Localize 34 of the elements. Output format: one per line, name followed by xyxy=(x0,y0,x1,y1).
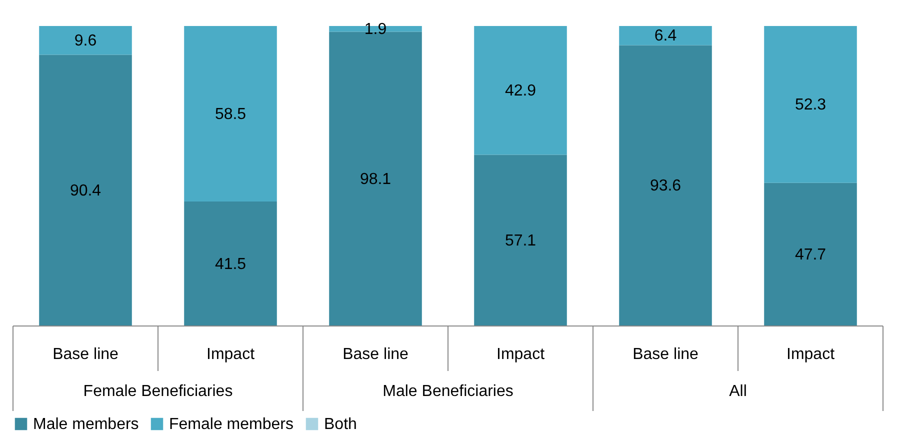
data-label: 52.3 xyxy=(794,96,826,114)
data-label: 1.9 xyxy=(364,20,387,38)
data-label: 93.6 xyxy=(650,178,682,195)
bar xyxy=(474,154,567,326)
data-label: 41.5 xyxy=(214,256,246,273)
x-tick-label: Base line xyxy=(632,346,699,363)
data-label: 6.4 xyxy=(654,28,677,45)
text: Female Beneficiaries xyxy=(83,383,233,400)
data-label: 47.7 xyxy=(794,246,826,264)
x-tick-label: Base line xyxy=(52,346,119,363)
legend-label: Male members xyxy=(33,416,139,433)
legend-label: Both xyxy=(324,416,357,433)
legend-label: Female members xyxy=(169,416,294,433)
x-tick-label: Impact xyxy=(206,346,256,363)
bar xyxy=(619,26,712,46)
data-label: 42.9 xyxy=(504,82,536,100)
bar xyxy=(764,26,857,183)
data-label: 57.1 xyxy=(504,232,536,250)
bar xyxy=(184,202,277,326)
bar xyxy=(39,54,132,326)
x-tick-label: Base line xyxy=(342,346,409,363)
x-tick-label: Impact xyxy=(496,346,546,363)
data-label: 98.1 xyxy=(360,170,392,188)
text: Male Beneficiaries xyxy=(382,383,514,400)
data-label: 58.5 xyxy=(214,106,246,123)
bar xyxy=(184,26,277,202)
x-tick-label: Impact xyxy=(786,346,836,363)
text: All xyxy=(729,383,747,400)
data-label: 90.4 xyxy=(70,182,102,200)
bar xyxy=(619,45,712,326)
data-label: 9.6 xyxy=(74,32,97,50)
bar xyxy=(39,26,132,55)
bar xyxy=(764,182,857,326)
bar xyxy=(474,26,567,155)
